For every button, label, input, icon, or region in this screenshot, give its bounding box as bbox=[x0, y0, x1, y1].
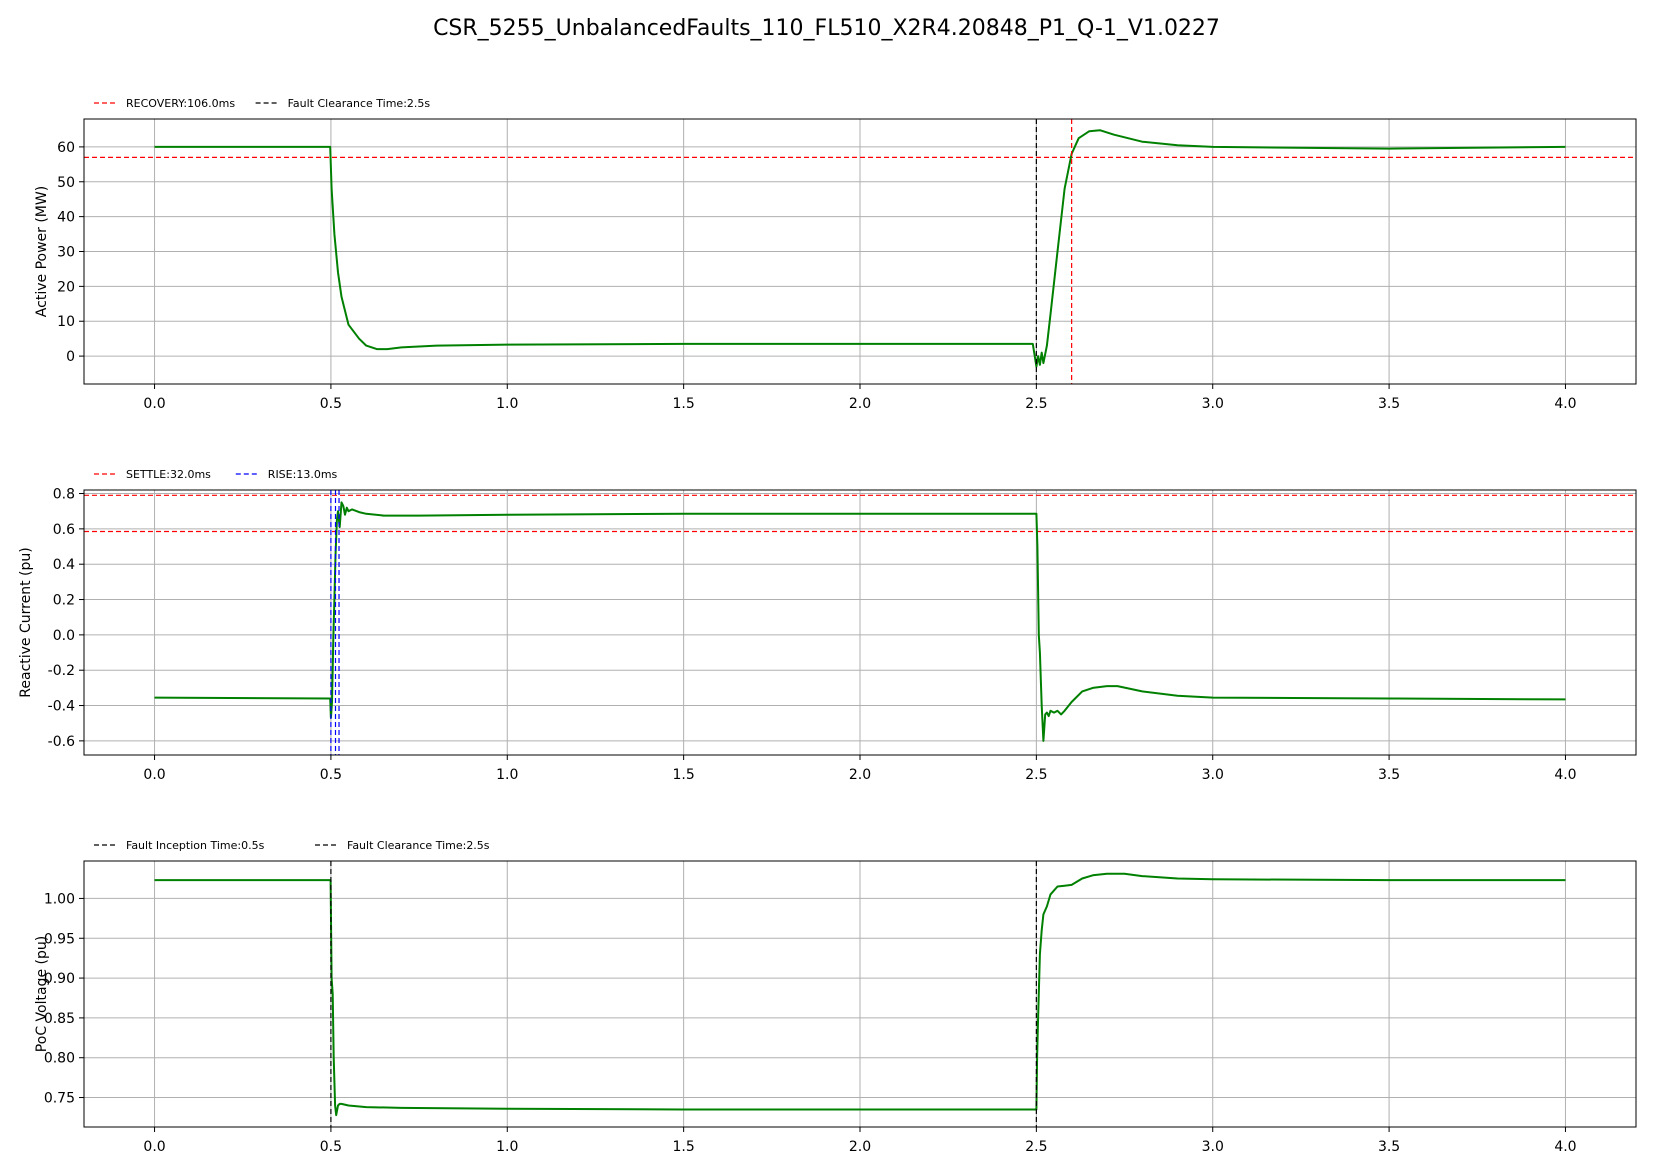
legend-label: Fault Clearance Time:2.5s bbox=[288, 97, 431, 110]
x-tick-label: 2.5 bbox=[1025, 767, 1047, 783]
y-tick-label: 0.4 bbox=[53, 557, 75, 573]
legend-label: SETTLE:32.0ms bbox=[126, 468, 211, 481]
x-tick-label: 0.5 bbox=[320, 767, 342, 783]
x-tick-label: 2.5 bbox=[1025, 1139, 1047, 1155]
y-tick-label: -0.4 bbox=[48, 699, 75, 715]
subplot-1: 0.0 0.5 1.0 1.5 2.0 2.5 3.0 3.5 4.0 0 10 20 30 40 50 60… bbox=[34, 97, 1637, 412]
y-tick-label: -0.6 bbox=[48, 734, 75, 750]
x-tick-label: 1.5 bbox=[673, 767, 695, 783]
x-tick-label: 3.5 bbox=[1378, 396, 1400, 412]
x-tick-label: 2.0 bbox=[849, 396, 871, 412]
x-tick-label: 1.5 bbox=[673, 396, 695, 412]
plot-area bbox=[84, 490, 1636, 755]
y-tick-label: 0 bbox=[66, 349, 75, 365]
subplot-3: 0.0 0.5 1.0 1.5 2.0 2.5 3.0 3.5 4.0 0.75 0.80 0.85 0… bbox=[34, 839, 1637, 1155]
y-tick-label: 20 bbox=[57, 279, 75, 295]
x-tick-label: 1.0 bbox=[496, 1139, 518, 1155]
x-tick-label: 3.0 bbox=[1202, 1139, 1224, 1155]
y-tick-label: 0.95 bbox=[44, 931, 75, 947]
y-tick-label: 0.85 bbox=[44, 1011, 75, 1027]
x-tick-label: 0.0 bbox=[143, 396, 165, 412]
plot-area bbox=[84, 119, 1636, 384]
y-tick-label: 0.6 bbox=[53, 522, 75, 538]
series-line bbox=[154, 501, 1566, 742]
y-tick-label: 0.90 bbox=[44, 971, 75, 987]
x-tick-label: 0.5 bbox=[320, 1139, 342, 1155]
axes-frame bbox=[83, 489, 1637, 756]
y-tick-label: -0.2 bbox=[48, 663, 75, 679]
legend-label: Fault Inception Time:0.5s bbox=[126, 839, 265, 852]
x-tick-label: 2.0 bbox=[849, 1139, 871, 1155]
x-tick-label: 2.5 bbox=[1025, 396, 1047, 412]
y-tick-label: 0.0 bbox=[53, 628, 75, 644]
x-tick-label: 1.0 bbox=[496, 767, 518, 783]
y-tick-label: 10 bbox=[57, 314, 75, 330]
y-tick-label: 0.8 bbox=[53, 487, 75, 503]
x-tick-label: 3.5 bbox=[1378, 1139, 1400, 1155]
x-tick-label: 3.0 bbox=[1202, 767, 1224, 783]
x-tick-label: 3.5 bbox=[1378, 767, 1400, 783]
plot-area bbox=[154, 861, 1566, 1127]
y-axis-label: PoC Voltage (pu) bbox=[34, 936, 50, 1052]
series-line bbox=[154, 872, 1566, 1117]
y-tick-label: 0.80 bbox=[44, 1051, 75, 1067]
y-tick-label: 1.00 bbox=[44, 891, 75, 907]
x-tick-label: 1.0 bbox=[496, 396, 518, 412]
x-tick-label: 4.0 bbox=[1554, 1139, 1576, 1155]
subplot-2: 0.0 0.5 1.0 1.5 2.0 2.5 3.0 3.5 4.0 -0.6 -0.4 -0.2 0… bbox=[18, 468, 1637, 783]
y-tick-label: 60 bbox=[57, 140, 75, 156]
axes-frame bbox=[83, 860, 1637, 1128]
y-tick-label: 30 bbox=[57, 245, 75, 261]
x-tick-label: 0.0 bbox=[143, 767, 165, 783]
y-tick-label: 50 bbox=[57, 175, 75, 191]
x-tick-label: 4.0 bbox=[1554, 396, 1576, 412]
x-tick-label: 0.0 bbox=[143, 1139, 165, 1155]
series-line bbox=[154, 129, 1566, 368]
legend-label: RISE:13.0ms bbox=[268, 468, 338, 481]
legend-label: RECOVERY:106.0ms bbox=[126, 97, 235, 110]
x-tick-label: 4.0 bbox=[1554, 767, 1576, 783]
y-tick-label: 40 bbox=[57, 210, 75, 226]
x-tick-label: 3.0 bbox=[1202, 396, 1224, 412]
figure-title: CSR_5255_UnbalancedFaults_110_FL510_X2R4… bbox=[433, 16, 1220, 41]
x-tick-label: 2.0 bbox=[849, 767, 871, 783]
y-axis-label: Active Power (MW) bbox=[34, 186, 50, 317]
x-tick-label: 0.5 bbox=[320, 396, 342, 412]
axes-frame bbox=[83, 118, 1637, 385]
legend-label: Fault Clearance Time:2.5s bbox=[347, 839, 490, 852]
y-tick-label: 0.2 bbox=[53, 593, 75, 609]
y-axis-label: Reactive Current (pu) bbox=[18, 547, 34, 697]
x-tick-label: 1.5 bbox=[673, 1139, 695, 1155]
y-tick-label: 0.75 bbox=[44, 1091, 75, 1107]
